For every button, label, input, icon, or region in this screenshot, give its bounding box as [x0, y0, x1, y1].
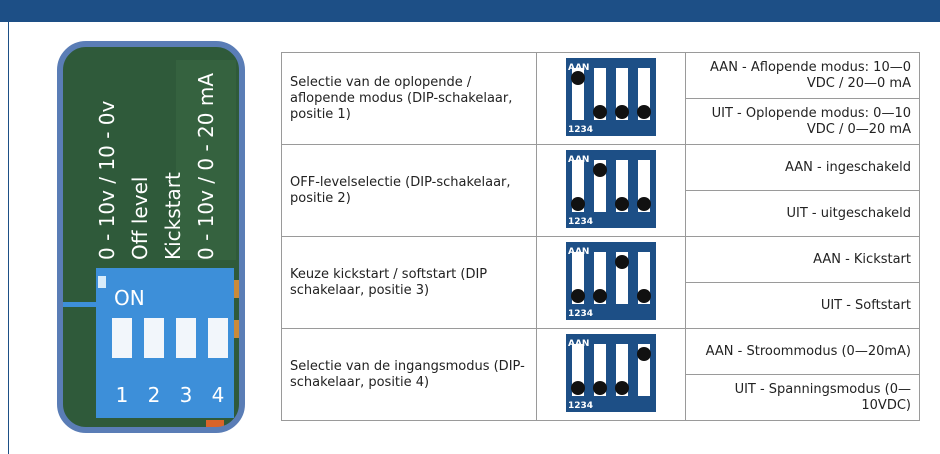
header-bar	[0, 0, 940, 22]
dip-icon-knob	[637, 104, 651, 119]
table-row: OFF-levelselectie (DIP-schakelaar, posit…	[281, 144, 920, 237]
row-description: Selectie van de ingangsmodus (DIP-schake…	[281, 328, 537, 421]
photo-switch-number: 4	[212, 383, 225, 407]
dip-icon: AAN1234	[566, 149, 656, 228]
dip-icon-knob	[571, 288, 585, 303]
dip-icon-knob	[615, 196, 629, 211]
option-off: UIT - uitgeschakeld	[685, 190, 920, 237]
dip-icon-knob	[593, 380, 607, 395]
dip-icon-knob	[593, 162, 607, 177]
photo-switch	[208, 318, 228, 358]
dip-icon-knob	[637, 346, 651, 361]
row-description: Selectie van de oplopende / aflopende mo…	[281, 52, 537, 145]
dip-icon-numbers: 1234	[568, 401, 593, 411]
table-row: UIT - uitgeschakeld	[282, 190, 920, 237]
table-row: Keuze kickstart / softstart (DIP schakel…	[281, 236, 920, 329]
dip-icon-numbers: 1234	[568, 309, 593, 319]
dip-cell: AAN1234	[536, 236, 686, 329]
table-row: UIT - Spanningsmodus (0—10VDC)	[282, 374, 920, 421]
dip-photo: 0 - 10v / 10 - 0v Off level Kickstart 0 - 1…	[57, 41, 245, 433]
dip-icon-knob	[637, 288, 651, 303]
dip-icon-knob	[571, 380, 585, 395]
dip-table: Selectie van de oplopende / aflopende mo…	[281, 52, 920, 421]
option-on: AAN - Kickstart	[685, 236, 920, 283]
dip-icon-knob	[637, 196, 651, 211]
photo-switch-number: 1	[116, 383, 129, 407]
dip-cell: AAN1234	[536, 328, 686, 421]
dip-icon-knob	[615, 104, 629, 119]
dip-icon-knob	[615, 254, 629, 269]
option-on: AAN - Stroommodus (0—20mA)	[685, 328, 920, 375]
photo-switch	[144, 318, 164, 358]
photo-label: 0 - 10v / 0 - 20 mA	[194, 73, 218, 260]
dip-icon-knob	[615, 380, 629, 395]
row-description: OFF-levelselectie (DIP-schakelaar, posit…	[281, 144, 537, 237]
photo-label: Kickstart	[161, 172, 185, 260]
photo-label: 0 - 10v / 10 - 0v	[95, 101, 119, 261]
table-row: Selectie van de oplopende / aflopende mo…	[281, 52, 920, 145]
table-row: Selectie van de ingangsmodus (DIP-schake…	[281, 328, 920, 421]
dip-icon-knob	[571, 70, 585, 85]
option-on: AAN - Aflopende modus: 10—0 VDC / 20—0 m…	[685, 52, 920, 99]
photo-switch-number: 3	[180, 383, 193, 407]
dip-icon-knob	[593, 104, 607, 119]
option-off: UIT - Softstart	[685, 282, 920, 329]
option-on: AAN - ingeschakeld	[685, 144, 920, 191]
option-off: UIT - Spanningsmodus (0—10VDC)	[685, 374, 920, 421]
dip-icon-knob	[593, 288, 607, 303]
dip-icon: AAN1234	[566, 241, 656, 320]
dip-icon-knob	[571, 196, 585, 211]
photo-label: Off level	[128, 177, 152, 260]
dip-icon-numbers: 1234	[568, 125, 593, 135]
table-row: UIT - Oplopende modus: 0—10 VDC / 0—20 m…	[282, 98, 920, 145]
photo-switch	[112, 318, 132, 358]
dip-icon: AAN1234	[566, 333, 656, 412]
dip-cell: AAN1234	[536, 144, 686, 237]
frame-line	[8, 22, 9, 454]
dip-cell: AAN1234	[536, 52, 686, 145]
dip-icon: AAN1234	[566, 57, 656, 136]
photo-switch-label: ON	[114, 286, 145, 310]
photo-switch-number: 2	[148, 383, 161, 407]
dip-icon-numbers: 1234	[568, 217, 593, 227]
row-description: Keuze kickstart / softstart (DIP schakel…	[281, 236, 537, 329]
option-off: UIT - Oplopende modus: 0—10 VDC / 0—20 m…	[685, 98, 920, 145]
photo-switch	[176, 318, 196, 358]
